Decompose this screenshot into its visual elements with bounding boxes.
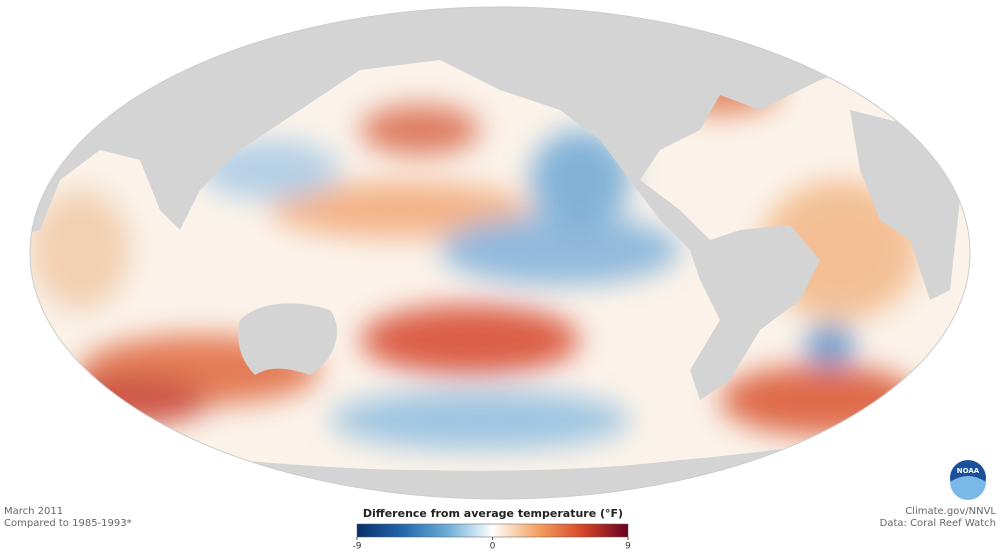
map-date: March 2011: [4, 506, 63, 517]
scale-tick-label: -9: [353, 542, 362, 552]
map-credit: Climate.gov/NNVL: [905, 506, 996, 517]
map-baseline: Compared to 1985-1993*: [4, 518, 132, 529]
color-scale: [356, 523, 629, 538]
scale-tick-label: 9: [625, 542, 631, 552]
map-source: Data: Coral Reef Watch: [880, 518, 996, 529]
logo-text: NOAA: [957, 467, 980, 475]
anomaly-field: [30, 65, 920, 450]
scale-tick-label: 0: [490, 542, 496, 552]
noaa-logo: NOAA: [950, 460, 986, 500]
legend-title: Difference from average temperature (°F): [363, 507, 623, 520]
